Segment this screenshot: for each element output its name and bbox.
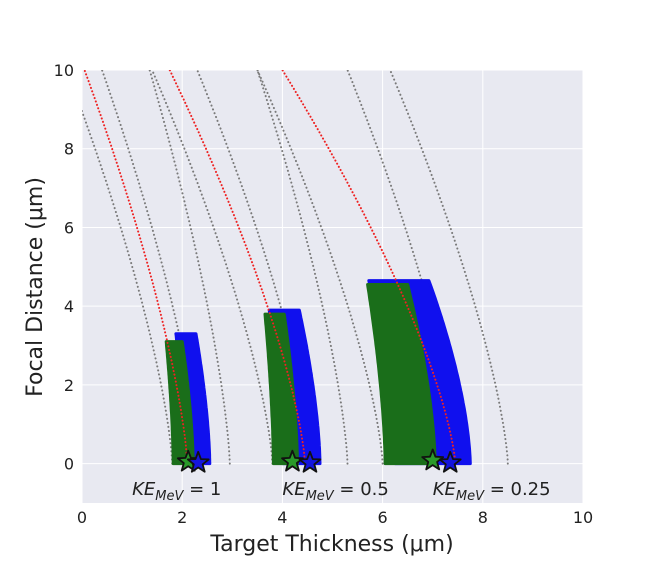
group-label: KEMeV = 1 [132,479,221,504]
y-tick-label: 2 [64,376,74,395]
data-marks [82,70,509,473]
plot-area [82,70,583,503]
grid-lines [81,69,584,503]
group-label-value: = 0.25 [484,479,551,500]
blue-star-marker [298,450,322,473]
green-scatter-band [366,283,437,466]
group-label-value: = 1 [183,479,221,500]
gray-curve-right [148,70,231,465]
group-label-sub: MeV [306,489,335,504]
group-label-main: KE [132,479,156,500]
x-tick-label: 10 [573,508,593,527]
group-label-main: KE [282,479,306,500]
x-tick-label: 6 [378,508,388,527]
gray-curve-left [256,70,384,465]
y-tick-label: 6 [64,218,74,237]
gray-curve-right [389,70,509,465]
gray-curve-left [82,108,174,465]
red-curve [281,70,457,465]
group-label: KEMeV = 0.25 [433,479,551,504]
green-star-marker [281,449,304,472]
green-scatter-band [263,312,299,466]
y-tick-label: 4 [64,297,74,316]
x-axis-label: Target Thickness (μm) [209,532,453,557]
y-tick-label: 0 [64,455,74,474]
group-label-main: KE [433,479,457,500]
red-curve [83,70,189,465]
red-curve [168,70,306,465]
blue-star-marker [186,450,210,473]
x-tick-label: 0 [77,508,87,527]
green-star-marker [421,448,445,471]
x-tick-label: 4 [277,508,287,527]
group-label-sub: MeV [456,489,485,504]
y-tick-label: 10 [54,61,74,80]
y-tick-label: 8 [64,140,74,159]
tick-labels: 0 2 4 6 8 10 0 2 4 6 8 10 [54,61,594,527]
y-axis-label: Focal Distance (μm) [23,177,48,397]
x-tick-label: 8 [478,508,488,527]
group-label-value: = 0.5 [334,479,389,500]
x-tick-label: 2 [177,508,187,527]
gray-curve-right [256,70,349,465]
group-labels: KEMeV = 1 KEMeV = 0.5 KEMeV = 0.25 [132,479,551,504]
blue-star-marker [438,450,462,473]
group-label-sub: MeV [155,489,184,504]
group-label: KEMeV = 0.5 [282,479,388,504]
gray-curve-left [151,70,274,465]
